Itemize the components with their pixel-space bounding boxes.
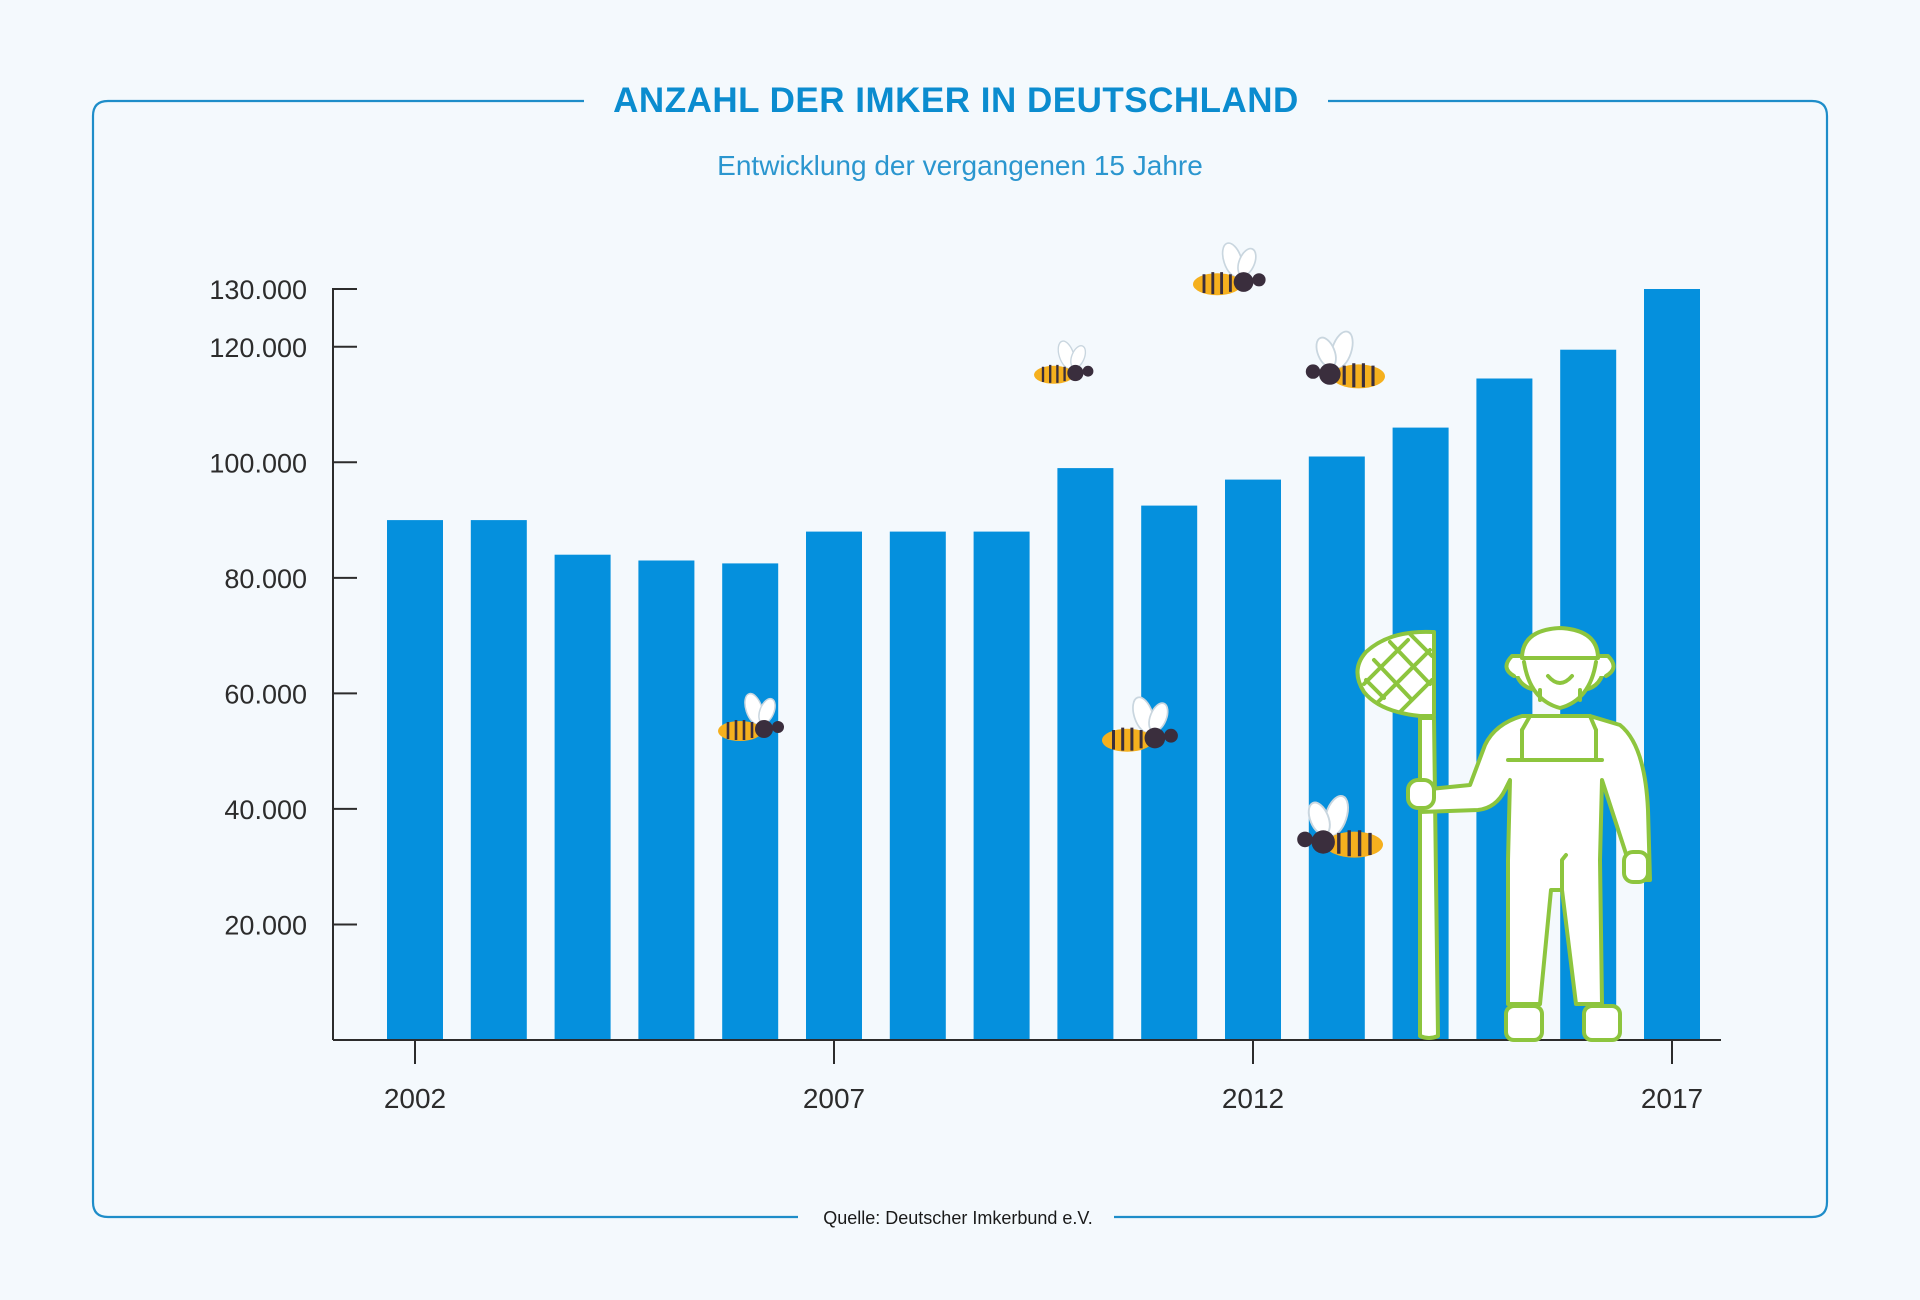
bar-2008 [889,531,946,1040]
beekeeper-icon [1355,626,1652,1042]
bar-2007 [806,531,862,1040]
bee-icon [1191,239,1268,297]
source-note: Quelle: Deutscher Imkerbund e.V. [823,1208,1092,1228]
y-tick-label: 60.000 [224,679,307,709]
bar-2003 [470,520,527,1040]
frame-border [91,99,1829,1219]
y-axis-ticks: 20.000 40.000 60.000 80.000 100.000 120.000 13… [209,275,357,940]
x-tick-label: 2012 [1222,1083,1284,1114]
y-tick-label: 100.000 [209,448,307,478]
y-tick-label: 130.000 [209,275,307,305]
x-tick-label: 2007 [803,1083,865,1114]
bars-layer [387,289,1700,1041]
bar-2005 [638,560,695,1040]
y-tick-label: 20.000 [224,910,307,940]
y-tick-label: 40.000 [224,795,307,825]
bar-2002 [387,520,443,1040]
chart-subtitle: Entwicklung der vergangenen 15 Jahre [717,150,1203,181]
bar-2004 [554,554,611,1040]
y-tick-label: 80.000 [224,564,307,594]
x-tick-label: 2002 [384,1083,446,1114]
chart-title: ANZAHL DER IMKER IN DEUTSCHLAND [613,81,1299,120]
bee-icon [1032,337,1095,385]
x-tick-label: 2017 [1641,1083,1703,1114]
bar-2010 [1057,468,1114,1041]
bee-icon [1304,327,1387,390]
x-axis-ticks: 2002 2007 2012 2017 [384,1040,1703,1114]
bar-2017 [1644,289,1700,1040]
y-tick-label: 120.000 [209,333,307,363]
bar-2006 [722,563,779,1040]
bar-2012 [1225,479,1281,1041]
bar-2013 [1308,456,1365,1040]
bar-2011 [1141,505,1198,1041]
bar-2009 [973,531,1030,1040]
